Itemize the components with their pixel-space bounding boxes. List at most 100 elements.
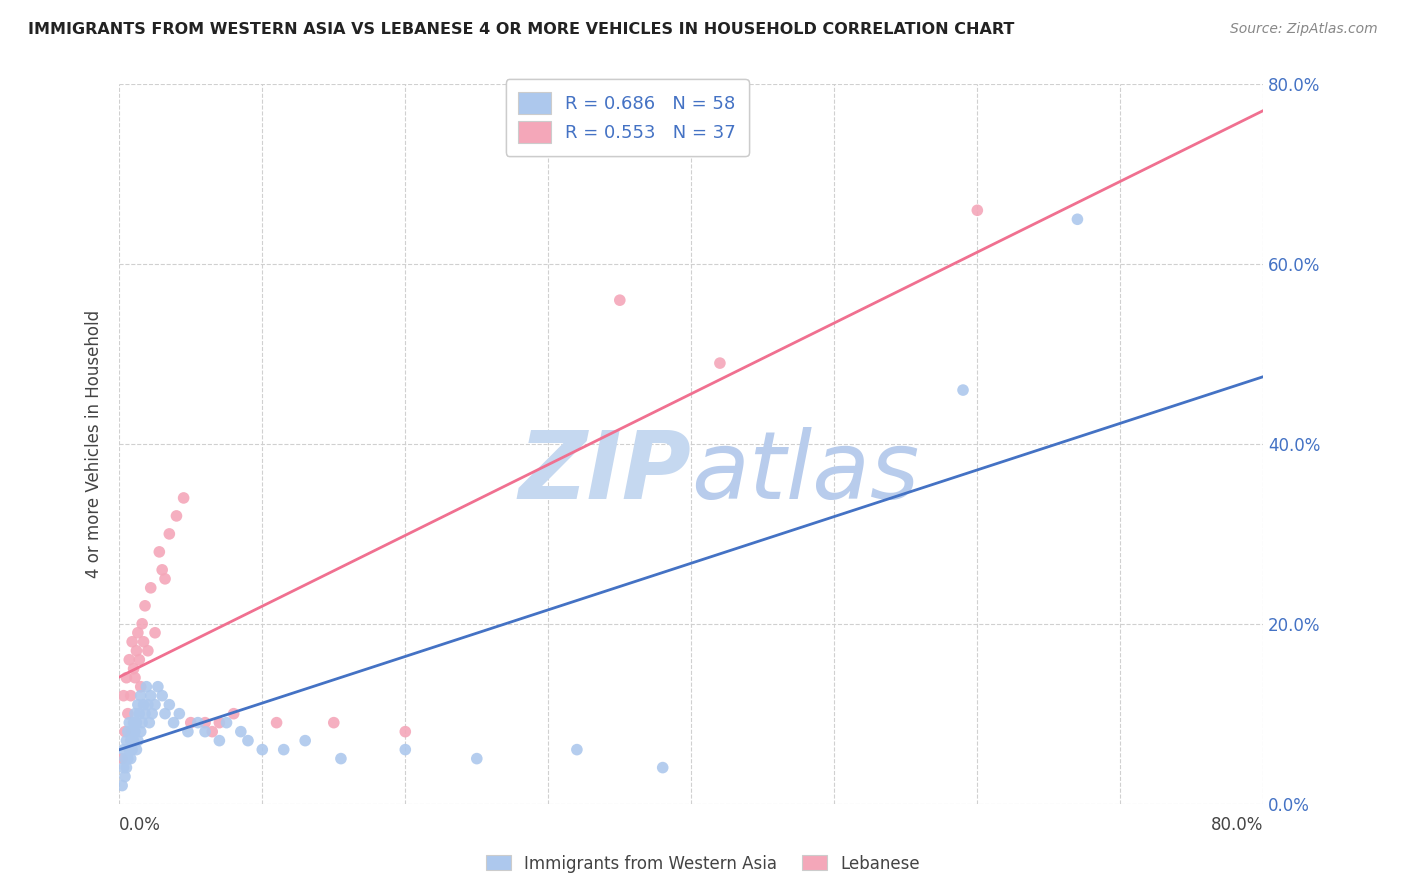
Y-axis label: 4 or more Vehicles in Household: 4 or more Vehicles in Household [86, 310, 103, 578]
Point [127, 625, 149, 640]
Point [322, 715, 344, 730]
Point [394, 742, 416, 756]
Point [115, 733, 138, 747]
Point [136, 644, 159, 658]
Point [127, 733, 149, 747]
Point [273, 742, 295, 756]
Point [252, 742, 274, 756]
Point [150, 689, 173, 703]
Point [114, 770, 136, 784]
Point [120, 751, 142, 765]
Point [143, 698, 166, 712]
Point [187, 715, 209, 730]
Point [125, 742, 148, 756]
Text: Source: ZipAtlas.com: Source: ZipAtlas.com [1230, 22, 1378, 37]
Point [134, 599, 156, 613]
Point [201, 724, 224, 739]
Point [120, 689, 142, 703]
Point [121, 724, 143, 739]
Point [112, 761, 135, 775]
Point [129, 724, 152, 739]
Point [215, 715, 238, 730]
Point [709, 356, 731, 370]
Point [166, 508, 188, 523]
Point [118, 715, 141, 730]
Point [117, 706, 139, 721]
Point [194, 724, 217, 739]
Text: 80.0%: 80.0% [1211, 816, 1264, 834]
Point [651, 761, 673, 775]
Point [124, 724, 146, 739]
Point [122, 662, 145, 676]
Point [153, 706, 176, 721]
Point [162, 715, 184, 730]
Point [394, 724, 416, 739]
Point [129, 680, 152, 694]
Point [139, 581, 162, 595]
Point [125, 644, 148, 658]
Point [266, 715, 288, 730]
Point [952, 383, 974, 397]
Text: ZIP: ZIP [519, 426, 692, 519]
Point [117, 751, 139, 765]
Point [565, 742, 588, 756]
Point [169, 706, 191, 721]
Point [153, 572, 176, 586]
Point [236, 733, 259, 747]
Point [609, 293, 631, 308]
Point [114, 724, 136, 739]
Point [129, 689, 152, 703]
Point [294, 733, 316, 747]
Point [118, 653, 141, 667]
Point [180, 715, 202, 730]
Point [127, 698, 149, 712]
Point [157, 527, 180, 541]
Point [111, 779, 134, 793]
Point [148, 545, 170, 559]
Text: atlas: atlas [692, 427, 920, 518]
Point [139, 689, 162, 703]
Point [112, 689, 135, 703]
Point [150, 563, 173, 577]
Text: IMMIGRANTS FROM WESTERN ASIA VS LEBANESE 4 OR MORE VEHICLES IN HOUSEHOLD CORRELA: IMMIGRANTS FROM WESTERN ASIA VS LEBANESE… [28, 22, 1015, 37]
Point [115, 761, 138, 775]
Point [122, 715, 145, 730]
Point [329, 751, 352, 765]
Point [135, 680, 157, 694]
Point [114, 751, 136, 765]
Point [128, 653, 150, 667]
Point [465, 751, 488, 765]
Point [138, 715, 160, 730]
Legend: R = 0.686   N = 58, R = 0.553   N = 37: R = 0.686 N = 58, R = 0.553 N = 37 [506, 79, 749, 155]
Point [121, 742, 143, 756]
Point [120, 733, 142, 747]
Point [966, 203, 988, 218]
Point [125, 715, 148, 730]
Point [229, 724, 252, 739]
Point [122, 733, 145, 747]
Point [134, 706, 156, 721]
Point [124, 706, 146, 721]
Point [194, 715, 217, 730]
Point [143, 625, 166, 640]
Point [124, 671, 146, 685]
Point [115, 671, 138, 685]
Point [177, 724, 200, 739]
Point [128, 706, 150, 721]
Point [131, 616, 153, 631]
Point [157, 698, 180, 712]
Text: 0.0%: 0.0% [120, 816, 162, 834]
Point [1066, 212, 1088, 227]
Point [121, 634, 143, 648]
Point [118, 742, 141, 756]
Point [222, 706, 245, 721]
Point [131, 715, 153, 730]
Point [208, 733, 231, 747]
Point [173, 491, 195, 505]
Point [141, 706, 163, 721]
Point [208, 715, 231, 730]
Point [132, 634, 155, 648]
Point [132, 698, 155, 712]
Point [136, 698, 159, 712]
Point [112, 742, 135, 756]
